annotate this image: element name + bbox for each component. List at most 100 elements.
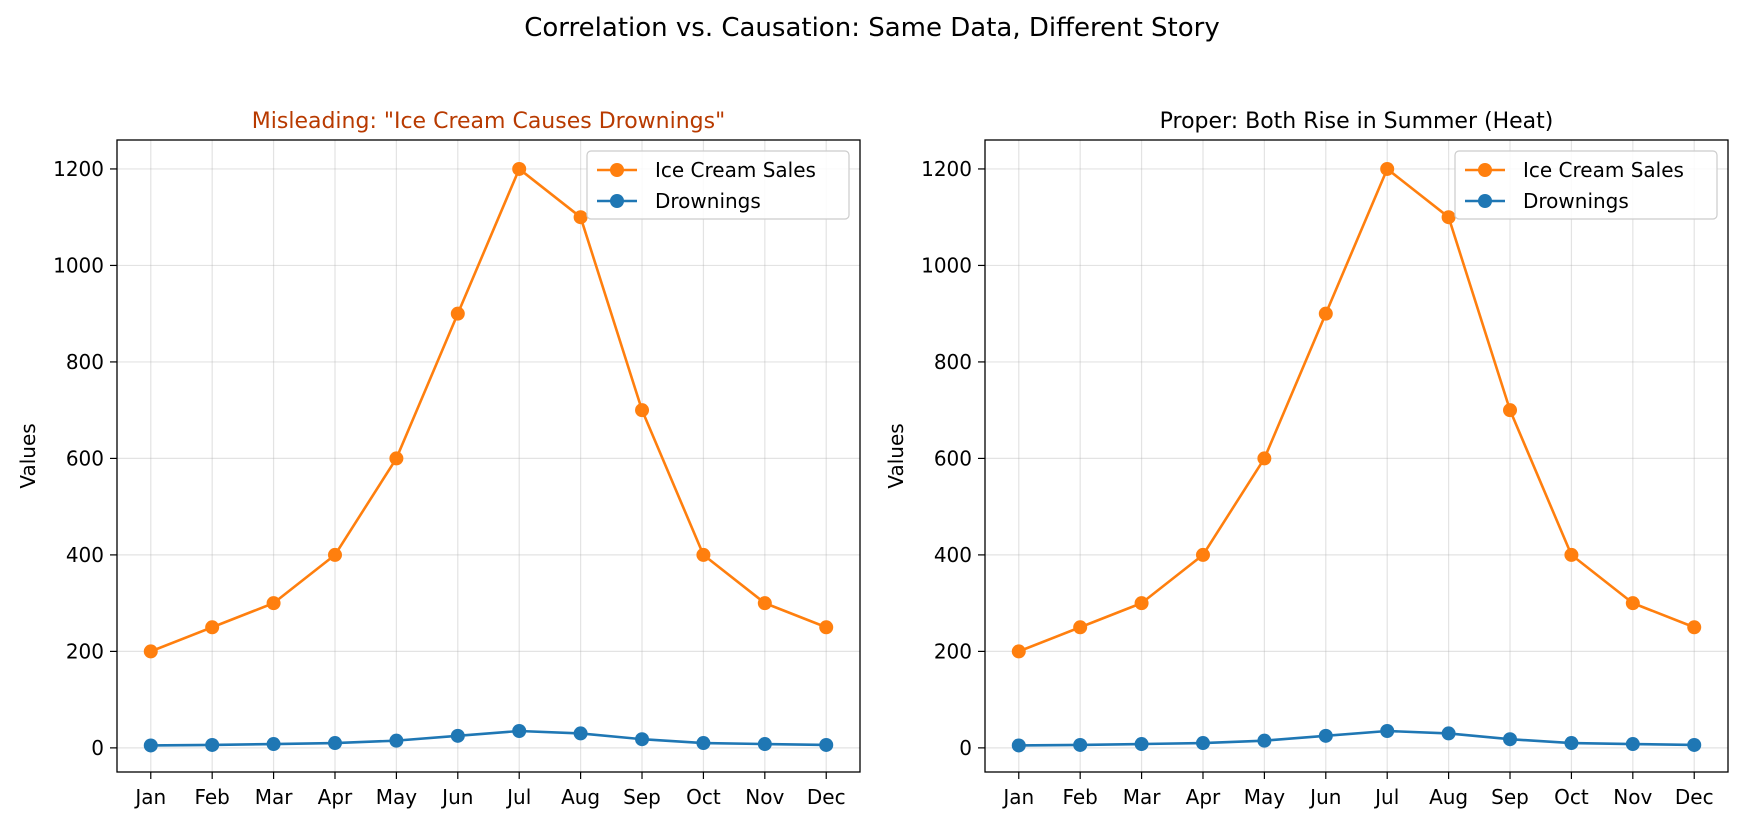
data-point [143, 738, 158, 753]
figure-suptitle: Correlation vs. Causation: Same Data, Di… [524, 13, 1220, 43]
legend-label: Ice Cream Sales [655, 158, 816, 182]
data-point [1441, 210, 1456, 225]
data-point [1564, 547, 1579, 562]
data-point [1195, 547, 1210, 562]
data-point [1503, 732, 1518, 747]
legend-marker [610, 163, 624, 177]
data-point [266, 596, 281, 611]
series-line [1018, 167, 1695, 653]
x-tick-label: Jan [133, 785, 166, 809]
x-tick-label: Oct [686, 785, 721, 809]
data-point [696, 547, 711, 562]
x-tick-label: Feb [1062, 785, 1097, 809]
x-tick-label: Jun [1308, 785, 1341, 809]
data-point [389, 451, 404, 466]
data-point [389, 733, 404, 748]
chart-left: 0 200 400 600 800 1000 1200 Jan Feb Mar Apr May Jun J… [16, 109, 861, 809]
legend-label: Drownings [1523, 189, 1629, 213]
x-tick-label: Feb [194, 785, 229, 809]
x-tick-label: May [376, 785, 418, 809]
series-line [150, 167, 827, 653]
legend-marker [610, 194, 624, 208]
data-point [819, 737, 834, 752]
data-point [1073, 737, 1088, 752]
x-tick-label: Dec [807, 785, 846, 809]
chart-title: Proper: Both Rise in Summer (Heat) [1160, 109, 1554, 134]
x-tick-label: Sep [1491, 785, 1529, 809]
data-point [757, 596, 772, 611]
data-point [1011, 738, 1026, 753]
data-point [1441, 726, 1456, 741]
x-tick-label: Oct [1554, 785, 1589, 809]
y-tick-label: 1000 [53, 253, 104, 277]
x-tick-label: Aug [1429, 785, 1468, 809]
y-tick-label: 1200 [921, 157, 972, 181]
x-tick-label: Sep [623, 785, 661, 809]
data-point [205, 620, 220, 635]
data-point [1625, 737, 1640, 752]
data-point [696, 736, 711, 751]
chart-title: Misleading: "Ice Cream Causes Drownings" [252, 109, 725, 134]
legend-marker [1478, 194, 1492, 208]
data-point [1257, 451, 1272, 466]
y-tick-label: 1200 [53, 157, 104, 181]
data-point [1687, 737, 1702, 752]
y-tick-label: 600 [66, 446, 104, 470]
data-point [819, 620, 834, 635]
legend-label: Drownings [655, 189, 761, 213]
data-point [450, 728, 465, 743]
data-point [1134, 737, 1149, 752]
series-line [1018, 729, 1695, 747]
data-point [205, 737, 220, 752]
x-tick-label: Dec [1675, 785, 1714, 809]
data-point [1318, 728, 1333, 743]
data-point [1625, 596, 1640, 611]
data-point [1073, 620, 1088, 635]
data-point [327, 547, 342, 562]
data-point [1195, 736, 1210, 751]
data-point [1380, 723, 1395, 738]
x-tick-label: Apr [1186, 785, 1221, 809]
data-point [573, 210, 588, 225]
y-axis-label: Values [16, 423, 40, 488]
x-tick-label: Mar [1123, 785, 1162, 809]
x-tick-label: May [1244, 785, 1286, 809]
series-line [150, 729, 827, 747]
data-point [327, 736, 342, 751]
data-point [1257, 733, 1272, 748]
data-point [450, 306, 465, 321]
x-tick-label: Jun [440, 785, 473, 809]
x-tick-label: Nov [1613, 785, 1652, 809]
legend-label: Ice Cream Sales [1523, 158, 1684, 182]
y-tick-label: 400 [934, 543, 972, 567]
y-tick-label: 800 [66, 350, 104, 374]
y-tick-label: 600 [934, 446, 972, 470]
x-tick-label: Jul [505, 785, 531, 809]
x-tick-label: Apr [318, 785, 353, 809]
x-tick-label: Nov [745, 785, 784, 809]
y-tick-label: 1000 [921, 253, 972, 277]
y-axis-label: Values [884, 423, 908, 488]
data-point [512, 723, 527, 738]
plot-frame [984, 139, 1729, 773]
y-tick-label: 800 [934, 350, 972, 374]
y-tick-label: 0 [959, 736, 972, 760]
plot-frame [116, 139, 861, 773]
data-point [1011, 644, 1026, 659]
data-point [266, 737, 281, 752]
data-point [1380, 161, 1395, 176]
y-tick-label: 200 [66, 639, 104, 663]
data-point [573, 726, 588, 741]
legend-box [1454, 150, 1718, 220]
data-point [635, 732, 650, 747]
data-point [1687, 620, 1702, 635]
y-tick-label: 0 [91, 736, 104, 760]
chart-right: 0 200 400 600 800 1000 1200 Jan Feb Mar Apr May Jun J… [884, 109, 1729, 809]
x-tick-label: Jan [1001, 785, 1034, 809]
data-point [757, 737, 772, 752]
x-tick-label: Jul [1373, 785, 1399, 809]
data-point [512, 161, 527, 176]
x-tick-label: Mar [255, 785, 294, 809]
y-tick-label: 200 [934, 639, 972, 663]
